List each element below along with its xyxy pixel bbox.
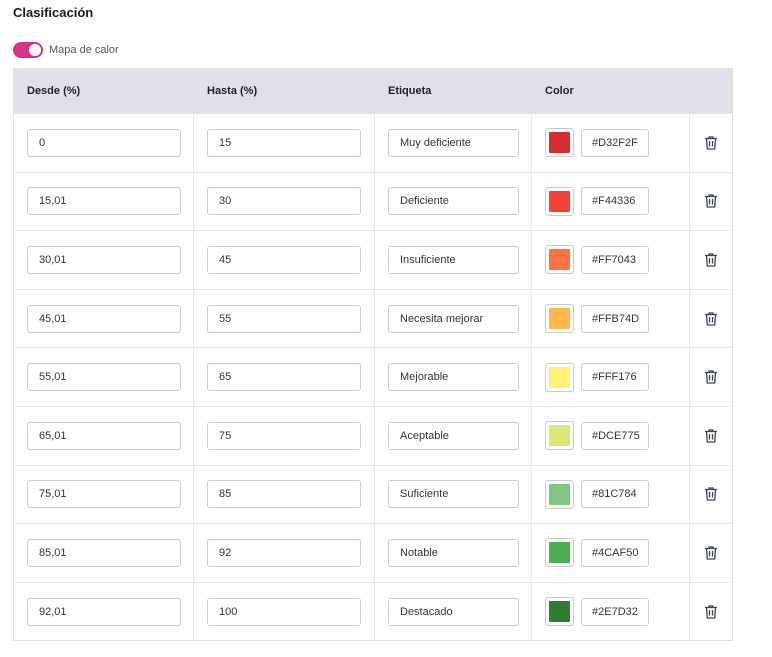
label-input[interactable]: Deficiente — [388, 187, 519, 216]
trash-icon — [705, 311, 717, 326]
heatmap-toggle-label: Mapa de calor — [49, 44, 119, 56]
from-input[interactable]: 55,01 — [27, 363, 181, 392]
from-input[interactable]: 92,01 — [27, 597, 181, 626]
table-header: Desde (%) Hasta (%) Etiqueta Color — [14, 69, 732, 113]
label-input[interactable]: Aceptable — [388, 421, 519, 450]
trash-icon — [705, 370, 717, 384]
to-input[interactable]: 85 — [207, 480, 361, 509]
color-picker-button[interactable] — [545, 362, 574, 392]
hex-input[interactable]: #2E7D32 — [581, 597, 649, 626]
hex-input[interactable]: #FF7043 — [581, 245, 649, 274]
label-input[interactable]: Necesita mejorar — [388, 304, 519, 333]
color-swatch — [549, 132, 570, 154]
hex-input[interactable]: #DCE775 — [581, 421, 649, 450]
from-input[interactable]: 45,01 — [27, 304, 181, 333]
color-swatch — [549, 249, 570, 271]
color-swatch — [549, 483, 570, 505]
label-input[interactable]: Insuficiente — [388, 245, 519, 274]
trash-icon — [705, 429, 717, 443]
trash-icon — [705, 194, 717, 209]
table-row: 75,01 85 Suficiente #81C784 — [14, 464, 732, 524]
to-input[interactable]: 15 — [207, 128, 361, 157]
trash-icon — [705, 487, 717, 502]
to-input[interactable]: 100 — [207, 597, 361, 626]
table-row: 0 15 Muy deficiente #D32F2F — [14, 113, 732, 172]
hex-input[interactable]: #FFB74D — [581, 304, 649, 333]
trash-icon — [705, 136, 717, 150]
toggle-knob — [29, 44, 41, 56]
delete-row-button[interactable] — [704, 193, 718, 209]
from-input[interactable]: 65,01 — [27, 421, 181, 450]
trash-icon — [705, 253, 717, 267]
from-input[interactable]: 15,01 — [27, 187, 181, 216]
column-header-color: Color — [545, 85, 574, 97]
hex-input[interactable]: #4CAF50 — [581, 538, 649, 567]
trash-icon — [705, 604, 717, 619]
column-header-to: Hasta (%) — [207, 85, 258, 97]
color-picker-button[interactable] — [545, 128, 574, 158]
color-picker-button[interactable] — [545, 597, 574, 627]
from-input[interactable]: 75,01 — [27, 480, 181, 509]
table-row: 30,01 45 Insuficiente #FF7043 — [14, 230, 732, 289]
heatmap-toggle[interactable] — [13, 42, 43, 58]
column-header-label: Etiqueta — [388, 85, 432, 97]
color-picker-button[interactable] — [545, 245, 574, 275]
table-row: 65,01 75 Aceptable #DCE775 — [14, 405, 732, 465]
from-input[interactable]: 30,01 — [27, 245, 181, 274]
color-swatch — [549, 601, 570, 623]
color-picker-button[interactable] — [545, 421, 574, 451]
to-input[interactable]: 45 — [207, 245, 361, 274]
color-picker-button[interactable] — [545, 538, 574, 568]
to-input[interactable]: 65 — [207, 363, 361, 392]
table-row: 55,01 65 Mejorable #FFF176 — [14, 347, 732, 406]
section-title: Clasificación — [13, 5, 94, 20]
label-input[interactable]: Destacado — [388, 597, 519, 626]
delete-row-button[interactable] — [704, 604, 718, 620]
label-input[interactable]: Mejorable — [388, 363, 519, 392]
table-row: 85,01 92 Notable #4CAF50 — [14, 523, 732, 582]
trash-icon — [705, 546, 717, 560]
table-row: 15,01 30 Deficiente #F44336 — [14, 171, 732, 231]
label-input[interactable]: Muy deficiente — [388, 128, 519, 157]
classification-table: Desde (%) Hasta (%) Etiqueta Color 0 15 Mu… — [13, 68, 733, 642]
hex-input[interactable]: #F44336 — [581, 187, 649, 216]
delete-row-button[interactable] — [704, 252, 718, 268]
to-input[interactable]: 75 — [207, 421, 361, 450]
hex-input[interactable]: #81C784 — [581, 480, 649, 509]
delete-row-button[interactable] — [704, 486, 718, 502]
color-swatch — [549, 308, 570, 330]
to-input[interactable]: 30 — [207, 187, 361, 216]
table-row: 92,01 100 Destacado #2E7D32 — [14, 581, 732, 641]
color-swatch — [549, 542, 570, 564]
color-swatch — [549, 425, 570, 447]
color-swatch — [549, 366, 570, 388]
heatmap-toggle-row: Mapa de calor — [13, 42, 119, 58]
delete-row-button[interactable] — [704, 311, 718, 327]
hex-input[interactable]: #FFF176 — [581, 363, 649, 392]
delete-row-button[interactable] — [704, 135, 718, 151]
color-picker-button[interactable] — [545, 304, 574, 334]
color-picker-button[interactable] — [545, 186, 574, 216]
table-row: 45,01 55 Necesita mejorar #FFB74D — [14, 288, 732, 348]
delete-row-button[interactable] — [704, 545, 718, 561]
hex-input[interactable]: #D32F2F — [581, 128, 649, 157]
from-input[interactable]: 0 — [27, 128, 181, 157]
color-swatch — [549, 190, 570, 212]
label-input[interactable]: Notable — [388, 538, 519, 567]
from-input[interactable]: 85,01 — [27, 538, 181, 567]
column-header-from: Desde (%) — [27, 85, 81, 97]
delete-row-button[interactable] — [704, 428, 718, 444]
to-input[interactable]: 55 — [207, 304, 361, 333]
to-input[interactable]: 92 — [207, 538, 361, 567]
label-input[interactable]: Suficiente — [388, 480, 519, 509]
color-picker-button[interactable] — [545, 479, 574, 509]
delete-row-button[interactable] — [704, 369, 718, 385]
